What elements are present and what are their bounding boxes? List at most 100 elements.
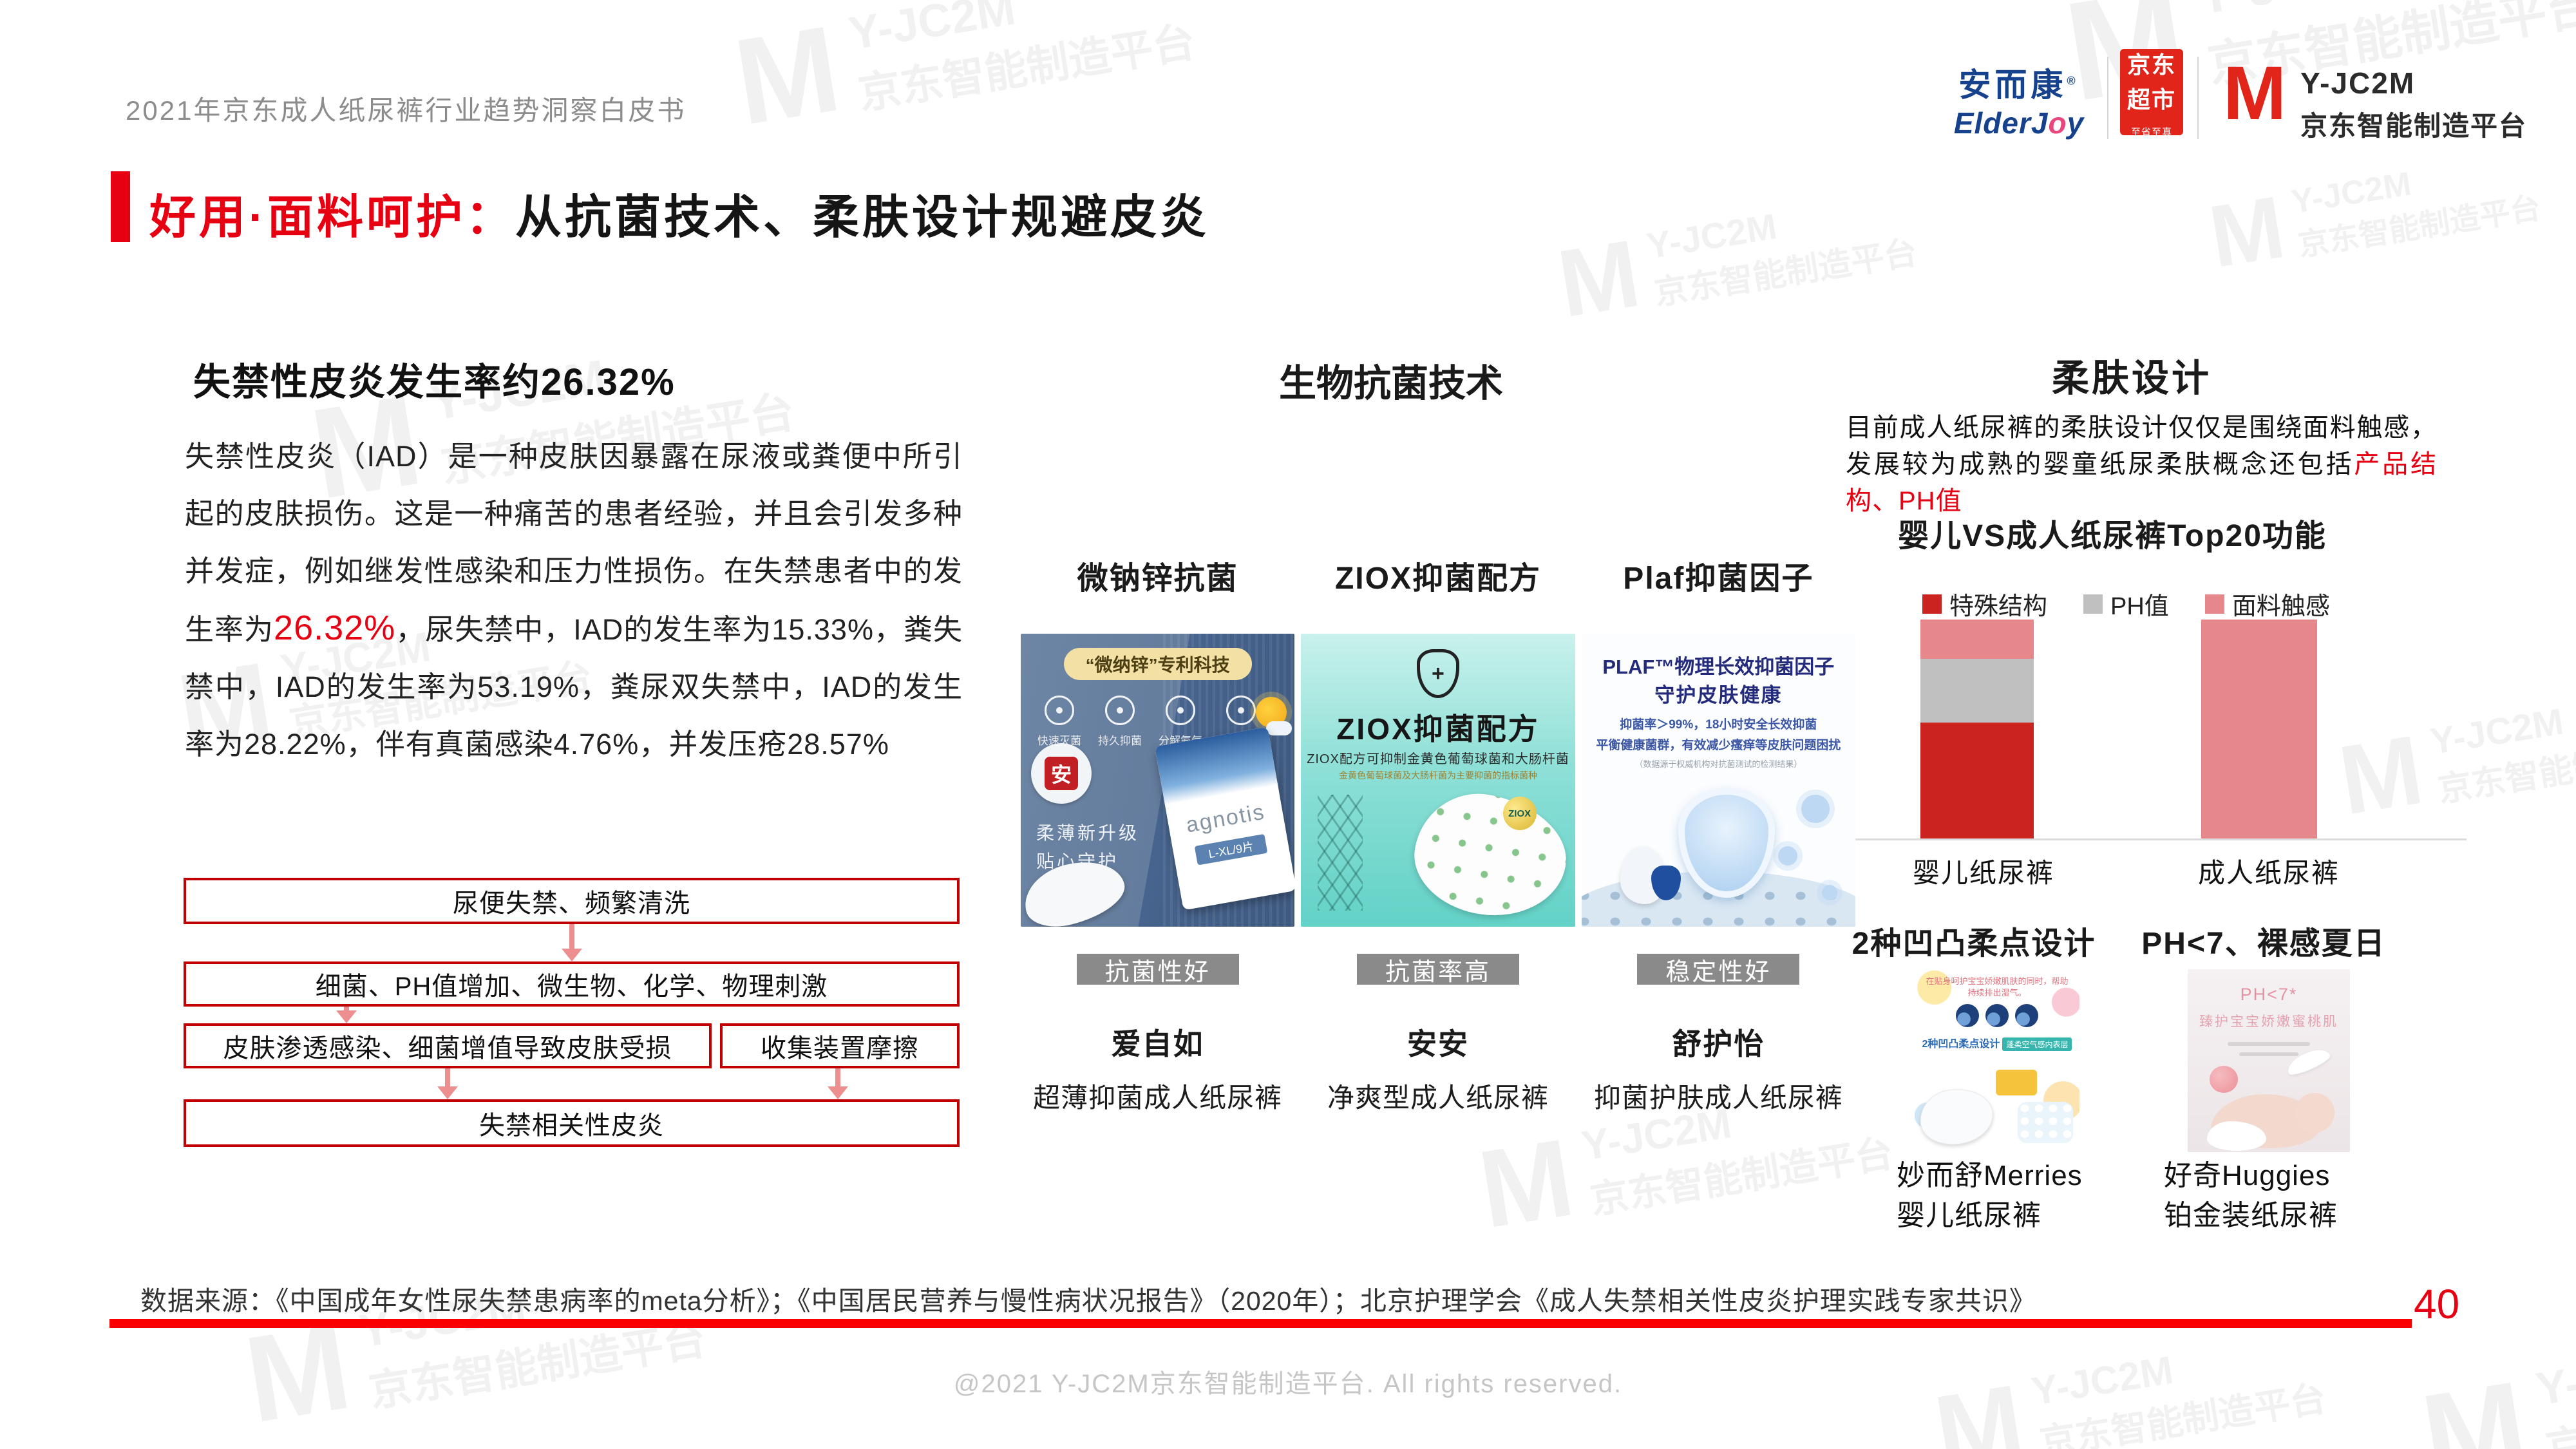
bar-baby-diaper (1920, 620, 2034, 838)
soft-skin-heading: 柔肤设计 (2051, 357, 2211, 399)
legend-swatch-fabric (2204, 594, 2224, 614)
iad-flow-diagram: 尿便失禁、频繁清洗 细菌、PH值增加、微生物、化学、物理刺激 皮肤渗透感染、细菌… (184, 878, 960, 1147)
down-arrow-icon (828, 1068, 848, 1099)
bar-segment-fabric (1920, 620, 2034, 659)
legend-swatch-structure (1922, 594, 1942, 614)
flow-box-skin-damage: 皮肤渗透感染、细菌增值导致皮肤受损 (184, 1023, 712, 1068)
flow-box-incontinence: 尿便失禁、频繁清洗 (184, 878, 960, 924)
cloud-icon (1266, 721, 1293, 735)
document-title: 2021年京东成人纸尿裤行业趋势洞察白皮书 (126, 95, 687, 126)
yjc2m-logo-icon: M (726, 0, 849, 151)
poster-subtitle2: 平衡健康菌群，有效减少瘙痒等皮肤问题困扰 (1596, 739, 1841, 752)
chart-title: 婴儿VS成人纸尿裤Top20功能 (1898, 519, 2327, 553)
iad-paragraph: 失禁性皮炎（IAD）是一种皮肤因暴露在尿液或粪便中所引起的皮肤损伤。这是一种痛苦… (185, 440, 963, 761)
iad-rate-heading: 失禁性皮炎发生率约26.32% (193, 361, 676, 403)
legend-item: 特殊结构 (1922, 586, 2047, 621)
soft-skin-paragraph: 目前成人纸尿裤的柔肤设计仅仅是围绕面料触感，发展较为成熟的婴童纸尿柔肤概念还包括… (1846, 413, 2438, 515)
poster-note: （数据源于权威机构对抗菌测试的检测结果） (1634, 759, 1803, 769)
merries-poster: 在贴身呵护宝宝娇嫩肌肤的同时，帮助持续排出湿气。 2种凹凸柔点设计 蓬柔空气感内表… (1915, 969, 2079, 1152)
target-icon (1105, 696, 1135, 725)
feather-icon (2284, 1044, 2333, 1079)
package-brand: agnotis (1184, 799, 1267, 838)
merries-caption: 妙而舒Merries 婴儿纸尿裤 (1897, 1160, 2083, 1231)
yjc2m-logo-icon: M (2202, 177, 2291, 287)
baby-photo (2295, 1093, 2334, 1133)
shield-plus-icon: + (1416, 649, 1459, 698)
down-arrow-icon (437, 1068, 458, 1099)
heart-icon: o (2048, 106, 2067, 140)
logo-divider (2107, 57, 2108, 139)
legend-item: PH值 (2083, 586, 2169, 621)
flow-box-friction: 收集装置摩擦 (720, 1023, 960, 1068)
bar-adult-diaper (2201, 620, 2317, 838)
mini-shield-graphic (1651, 866, 1681, 900)
down-arrow-icon (336, 1007, 357, 1023)
category-label-baby: 婴儿纸尿裤 (1912, 858, 2054, 888)
plaf-product-poster: PLAF™物理长效抑菌因子 守护皮肤健康 抑菌率＞99%，18小时安全长效抑菌 … (1581, 634, 1855, 927)
poster-title: ZIOX抑菌配方 (1336, 712, 1540, 746)
diaper-photo (1405, 784, 1575, 927)
legend-swatch-ph (2083, 594, 2103, 614)
title-accent-bar (111, 171, 130, 242)
deodorize-icon (1226, 696, 1256, 725)
benefit-tag: 抗菌性好 (1076, 954, 1239, 986)
bar-segment-fabric (2201, 620, 2317, 838)
poster-sub-text: 臻护宝宝娇嫩蜜桃肌 (2199, 1014, 2338, 1029)
chart-legend: 特殊结构 PH值 面料触感 (1922, 586, 2330, 621)
virus-icon (1822, 885, 1837, 900)
ziox-bead-icon: ZIOX (1502, 797, 1537, 830)
yjc2m-logo-icon: M (1551, 220, 1647, 338)
yjc2m-logo-icon: M (2223, 51, 2287, 136)
slide-title-rest: 从抗菌技术、柔肤设计规避皮炎 (515, 192, 1209, 243)
diaper-photo (1916, 1084, 1997, 1150)
patent-badge: “微纳锌”专利科技 (1063, 648, 1252, 680)
column-plaf: Plaf抑菌因子 PLAF™物理长效抑菌因子 守护皮肤健康 抑菌率＞99%，18… (1581, 553, 1855, 1115)
ph-heading: PH<7、裸感夏日 (2141, 927, 2386, 961)
zinc-product-poster: “微纳锌”专利科技 快速灭菌 持久抑菌 分解氨气 消除异味 安 柔薄新升级贴心守… (1021, 634, 1295, 927)
flow-arrow-zone (184, 1007, 960, 1023)
benefit-tag: 稳定性好 (1637, 954, 1800, 986)
elderjoy-logo: 安而康® ElderJoy (1929, 59, 2109, 140)
poster-note: 金黄色葡萄球菌及大肠杆菌为主要抑菌的指标菌种 (1338, 770, 1537, 781)
huggies-caption: 好奇Huggies 铂金装纸尿裤 (2164, 1160, 2338, 1231)
column-label: 微钠锌抗菌 (1077, 562, 1238, 596)
product-desc: 抑菌护肤成人纸尿裤 (1593, 1083, 1843, 1113)
peach-icon (2210, 1066, 2238, 1093)
page-number: 40 (2414, 1281, 2460, 1327)
elderjoy-en: ElderJoy (1953, 106, 2085, 140)
dna-helix-graphic (1318, 795, 1363, 911)
elderjoy-cn: 安而康® (1958, 67, 2079, 103)
category-label-adult: 成人纸尿裤 (2197, 858, 2340, 888)
poster-badge: 蓬柔空气感内表层 (2002, 1037, 2072, 1051)
stacked-bar-chart (1848, 620, 2467, 840)
column-zinc: 微钠锌抗菌 “微纳锌”专利科技 快速灭菌 持久抑菌 分解氨气 消除异味 安 柔薄… (1021, 553, 1295, 1115)
virus-icon (1778, 846, 1797, 866)
fine-print-bar (2228, 1042, 2310, 1046)
iad-rate-highlight: 26.32% (274, 609, 396, 647)
fine-print-bar (2239, 1052, 2298, 1056)
poster-subtitle: ZIOX配方可抑制金黄色葡萄球菌和大肠杆菌 (1307, 752, 1569, 766)
column-ziox: ZIOX抑菌配方 + ZIOX抑菌配方 ZIOX配方可抑制金黄色葡萄球菌和大肠杆… (1301, 553, 1575, 1115)
product-desc: 超薄抑菌成人纸尿裤 (1033, 1083, 1283, 1113)
brand-name: 安安 (1406, 1027, 1469, 1061)
antibacterial-columns: 微钠锌抗菌 “微纳锌”专利科技 快速灭菌 持久抑菌 分解氨气 消除异味 安 柔薄… (1021, 553, 1855, 1115)
poster-title2: 守护皮肤健康 (1654, 684, 1783, 706)
data-source-note: 数据来源：《中国成年女性尿失禁患病率的meta分析》；《中国居民营养与慢性病状况… (140, 1286, 2036, 1316)
brand-name: 爱自如 (1111, 1027, 1204, 1061)
safety-seal: 安 (1031, 743, 1092, 804)
bar-segment-ph (1920, 659, 2034, 723)
brand-name: 舒护怡 (1672, 1027, 1765, 1061)
poster-top-text: 在贴身呵护宝宝娇嫩肌肤的同时，帮助持续排出湿气。 (1926, 976, 2069, 998)
legend-item: 面料触感 (2204, 586, 2330, 621)
column-label: ZIOX抑菌配方 (1334, 562, 1541, 596)
flow-arrow-zone (184, 1068, 960, 1099)
flow-row: 皮肤渗透感染、细菌增值导致皮肤受损 收集装置摩擦 (184, 1023, 960, 1068)
poster-title: PLAF™物理长效抑菌因子 (1602, 656, 1835, 678)
slide-title-highlight: 好用·面料呵护： (149, 192, 515, 243)
yjc2m-logo-text: Y-JC2M 京东智能制造平台 (2300, 66, 2528, 141)
column-label: Plaf抑菌因子 (1623, 562, 1814, 596)
slide-title: 好用·面料呵护：从抗菌技术、柔肤设计规避皮炎 (149, 179, 1209, 247)
molecule-icon (1166, 696, 1195, 725)
